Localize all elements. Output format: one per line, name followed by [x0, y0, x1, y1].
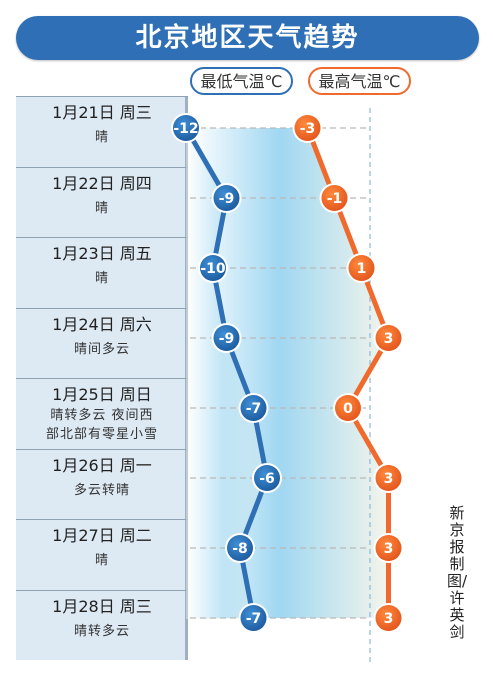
high-data-label: 3: [384, 611, 394, 627]
low-point: [213, 185, 240, 211]
day-row: 1月21日 周三晴: [16, 96, 188, 167]
chart-title: 北京地区天气趋势: [135, 23, 360, 53]
low-point: [227, 535, 253, 561]
day-date: 1月28日 周三: [52, 596, 152, 616]
credit: 新京报制图/许英剑: [447, 504, 468, 641]
low-point: [173, 115, 199, 141]
day-date: 1月26日 周一: [52, 455, 152, 475]
day-row: 1月23日 周五晴: [16, 237, 188, 308]
high-point: [321, 185, 348, 211]
high-point: [294, 115, 321, 141]
high-data-label: -3: [300, 121, 316, 137]
low-data-label: -7: [246, 401, 262, 417]
day-date: 1月27日 周二: [52, 526, 152, 545]
day-weather: 晴: [94, 271, 109, 286]
high-point: [375, 325, 402, 351]
low-point: [240, 605, 267, 631]
day-date: 1月24日 周六: [52, 314, 152, 334]
high-point: [375, 465, 402, 491]
day-row: 1月27日 周二晴: [16, 519, 188, 590]
day-row: 1月26日 周一多云转晴: [16, 448, 188, 520]
low-point: [254, 465, 280, 491]
high-data-label: 3: [384, 331, 394, 347]
temperature-band-left: [186, 127, 267, 619]
low-point: [240, 395, 267, 421]
low-point: [200, 255, 226, 281]
legend-high-temp: 最高气温℃: [308, 67, 411, 95]
high-data-label: -1: [327, 191, 343, 207]
day-weather: 晴间多云: [73, 341, 130, 357]
low-data-label: -12: [173, 121, 198, 137]
day-row: 1月25日 周日晴转多云 夜间西 部北部有零星小雪: [16, 378, 188, 449]
day-date: 1月21日 周三: [52, 103, 152, 122]
day-weather: 晴: [94, 200, 109, 216]
day-weather: 晴转多云 夜间西: [50, 408, 154, 423]
low-point: [213, 325, 240, 351]
high-data-label: 0: [343, 401, 353, 417]
low-data-label: -6: [259, 471, 275, 487]
day-row: 1月22日 周四晴: [16, 166, 188, 238]
high-point: [375, 605, 402, 631]
chart-title-banner: 北京地区天气趋势: [16, 16, 479, 60]
day-date: 1月25日 周日: [52, 385, 152, 404]
day-date: 1月22日 周四: [52, 173, 152, 193]
day-weather: 晴: [94, 553, 109, 568]
high-data-label: 3: [384, 541, 394, 557]
low-data-label: -8: [232, 541, 248, 557]
day-date: 1月23日 周五: [52, 244, 152, 263]
low-data-label: -7: [246, 611, 262, 627]
day-weather: 晴: [94, 130, 109, 145]
day-row: 1月28日 周三晴转多云: [16, 589, 188, 661]
day-weather: 部北部有零星小雪: [45, 427, 158, 442]
day-weather: 多云转晴: [73, 482, 130, 498]
low-data-label: -10: [200, 261, 226, 277]
high-data-label: 3: [384, 471, 394, 487]
high-point: [335, 395, 361, 421]
high-point: [348, 255, 375, 281]
high-data-label: 1: [357, 261, 367, 277]
day-row: 1月24日 周六晴间多云: [16, 307, 188, 379]
low-data-label: -9: [219, 331, 235, 347]
day-weather: 晴转多云: [73, 623, 130, 639]
high-point: [375, 535, 402, 561]
legend-low-temp: 最低气温℃: [190, 67, 293, 95]
low-data-label: -9: [219, 191, 235, 207]
